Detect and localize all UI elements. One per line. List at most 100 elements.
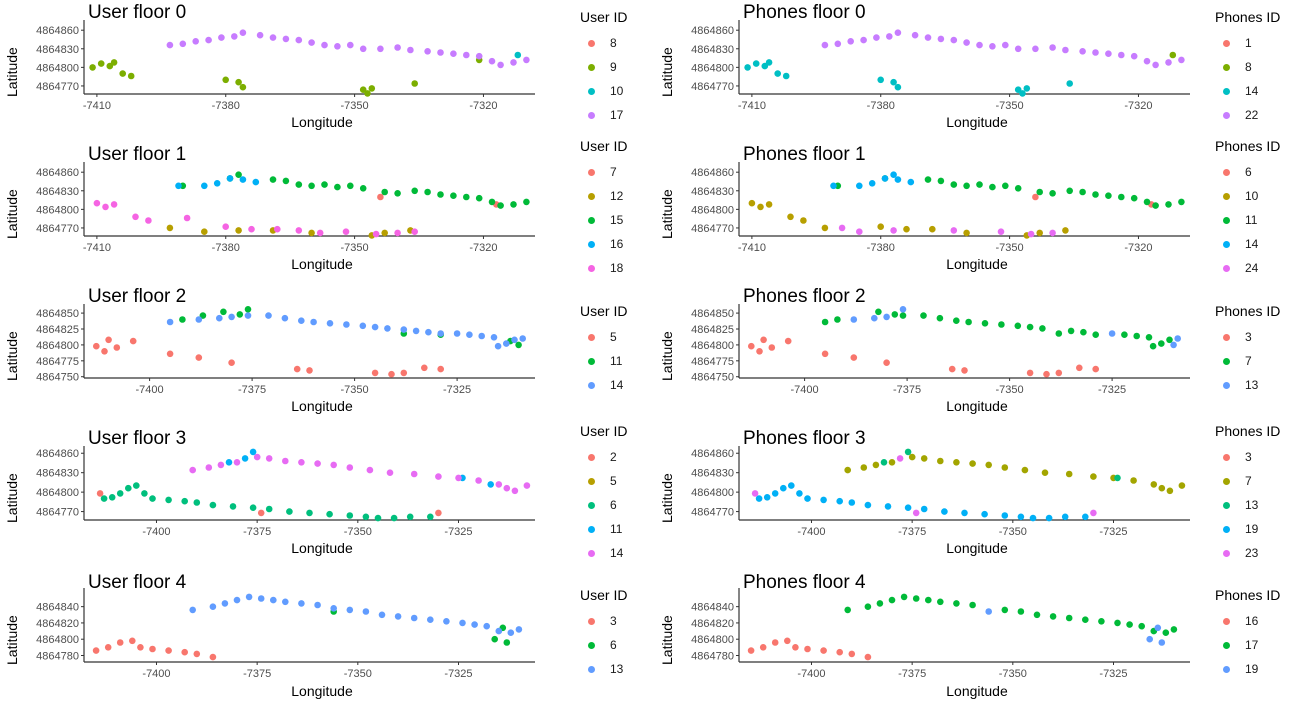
- data-point: [856, 182, 863, 190]
- data-point: [378, 611, 386, 619]
- data-point: [89, 64, 96, 71]
- legend-item: 8: [580, 31, 627, 55]
- legend-swatch: [588, 525, 595, 533]
- data-point: [890, 227, 897, 234]
- data-point: [1146, 635, 1153, 643]
- x-axis-label: Longitude: [946, 398, 1008, 414]
- data-point: [166, 350, 174, 358]
- data-point: [873, 34, 880, 41]
- data-point: [903, 225, 910, 233]
- legend-label: 7: [1245, 474, 1252, 488]
- legend-label: 14: [610, 546, 624, 560]
- data-point: [1049, 229, 1056, 237]
- chart-title: Phones floor 3: [743, 428, 866, 449]
- legend-item: 3: [1215, 445, 1280, 469]
- chart-title: Phones floor 4: [743, 572, 866, 593]
- data-point: [1105, 50, 1112, 57]
- data-point: [1049, 44, 1056, 51]
- y-tick-label: 4864840: [36, 602, 79, 614]
- y-tick-label: 4864800: [691, 204, 734, 216]
- data-point: [346, 512, 354, 519]
- legend-label: 17: [1245, 638, 1259, 652]
- data-point: [937, 177, 945, 185]
- legend-item: 1: [1215, 31, 1280, 55]
- data-point: [748, 342, 755, 350]
- data-point: [106, 62, 114, 70]
- data-point: [195, 354, 203, 361]
- data-point: [821, 224, 829, 232]
- legend-swatch: [588, 549, 595, 557]
- data-point: [981, 510, 988, 518]
- data-point: [475, 52, 483, 60]
- data-point: [872, 461, 880, 469]
- data-point: [1158, 639, 1166, 646]
- legend-title: Phones ID: [1215, 587, 1281, 603]
- data-point: [298, 600, 305, 607]
- legend-swatch: [588, 87, 595, 95]
- data-point: [751, 490, 759, 497]
- scatter-plot: 4864770 4864800 4864830 4864860 -7410 -7380 -7…: [691, 20, 1190, 112]
- data-point: [181, 497, 188, 505]
- legend-item: 13: [580, 657, 627, 681]
- x-tick-label: -7350: [996, 100, 1024, 112]
- legend-label: 14: [1245, 237, 1259, 251]
- data-point: [145, 217, 152, 224]
- legend-item: 24: [1215, 256, 1280, 280]
- data-point: [765, 59, 773, 66]
- data-point: [252, 178, 260, 186]
- scatter-plot: 4864770 4864800 4864830 4864860 -7410 -7380 -7…: [36, 162, 535, 254]
- scatter-plot: 4864750 4864775 4864800 4864825 4864850 -7400…: [36, 304, 535, 396]
- y-tick-label: 4864770: [691, 81, 734, 93]
- legend-label: 9: [610, 60, 617, 74]
- data-point: [510, 59, 517, 66]
- x-tick-label: -7410: [738, 100, 766, 112]
- y-tick-label: 4864800: [36, 634, 79, 646]
- data-point: [334, 43, 341, 50]
- data-point: [848, 499, 856, 506]
- legend-title: Phones ID: [1215, 9, 1281, 25]
- chart-title: Phones floor 0: [743, 2, 866, 23]
- data-point: [821, 318, 829, 326]
- data-point: [771, 639, 779, 646]
- data-point: [192, 38, 199, 45]
- data-point: [920, 312, 927, 319]
- data-point: [925, 596, 932, 604]
- legend-label: 11: [1245, 213, 1258, 227]
- data-point: [166, 224, 174, 232]
- data-point: [961, 367, 968, 374]
- y-tick-label: 4864775: [36, 356, 79, 368]
- y-tick-label: 4864800: [691, 634, 734, 646]
- legend: Phones ID 6 10 11 14 24: [1215, 138, 1280, 280]
- data-point: [752, 60, 760, 67]
- data-point: [1001, 606, 1009, 614]
- data-point: [427, 513, 434, 521]
- legend-label: 5: [610, 474, 617, 488]
- data-point: [1130, 52, 1138, 60]
- data-point: [165, 647, 172, 654]
- data-point: [920, 455, 928, 462]
- legend-label: 3: [610, 614, 617, 628]
- data-point: [969, 601, 976, 609]
- data-point: [248, 225, 255, 233]
- data-point: [239, 176, 247, 183]
- data-point: [1079, 188, 1086, 196]
- legend-item: 14: [1215, 79, 1280, 103]
- x-tick-label: -7380: [212, 100, 240, 112]
- y-tick-label: 4864830: [36, 44, 79, 56]
- data-point: [899, 306, 907, 313]
- data-point: [787, 213, 794, 221]
- data-point: [1062, 46, 1069, 54]
- legend-label: 6: [1245, 165, 1252, 179]
- data-point: [233, 459, 241, 466]
- data-point: [443, 618, 450, 625]
- data-point: [503, 639, 511, 646]
- legend-item: 7: [580, 160, 627, 184]
- chart-title: User floor 4: [88, 572, 187, 593]
- y-tick-label: 4864770: [691, 223, 734, 235]
- data-point: [1105, 192, 1112, 199]
- data-point: [253, 453, 261, 461]
- legend-item: 8: [1215, 55, 1280, 79]
- chart-panel: User floor 3 Latitude Longitude 4864770 4864…: [0, 423, 655, 568]
- data-point: [847, 38, 854, 45]
- data-point: [394, 613, 402, 620]
